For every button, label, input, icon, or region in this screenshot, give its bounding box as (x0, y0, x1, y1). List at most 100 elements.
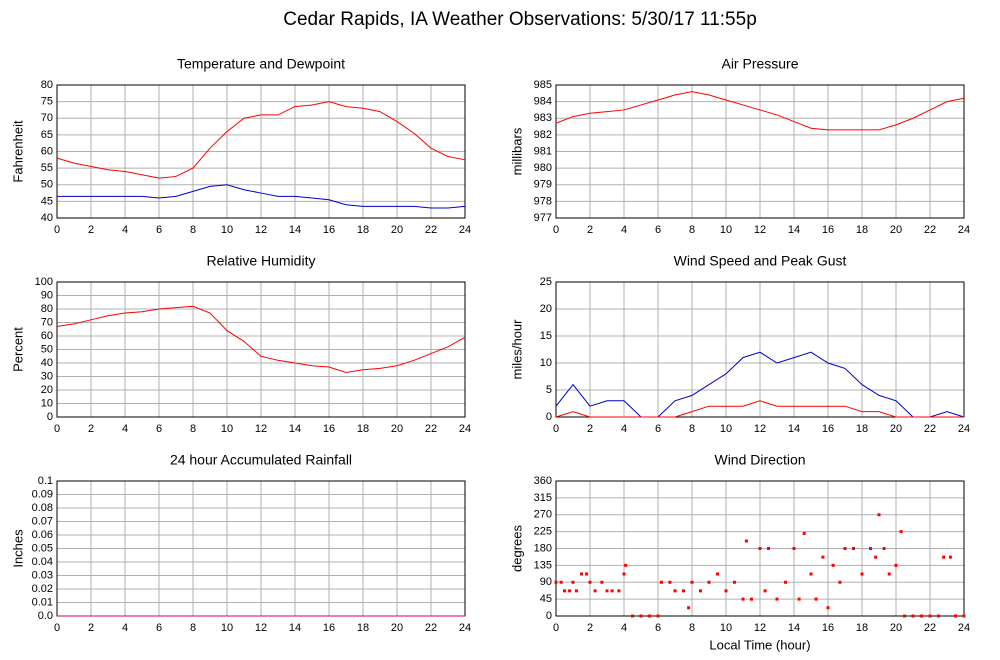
x-tick-label: 8 (190, 423, 196, 435)
y-tick-label: 0.03 (32, 569, 53, 581)
y-axis-label: millibars (509, 127, 524, 175)
data-point (797, 597, 801, 601)
x-tick-label: 24 (459, 423, 471, 435)
y-tick-label: 360 (534, 475, 552, 487)
x-tick-label: 0 (54, 224, 60, 236)
data-point (668, 580, 672, 584)
x-tick-label: 12 (754, 622, 766, 634)
panel-title: Air Pressure (721, 56, 798, 72)
y-tick-label: 0.02 (32, 583, 53, 595)
x-tick-label: 4 (122, 622, 128, 634)
data-point (571, 580, 575, 584)
data-point (580, 572, 583, 576)
x-tick-label: 18 (357, 224, 369, 236)
x-tick-label: 4 (122, 423, 128, 435)
data-point (600, 580, 604, 584)
x-tick-label: 14 (289, 423, 301, 435)
x-tick-label: 8 (689, 423, 695, 435)
x-tick-label: 2 (587, 423, 593, 435)
x-tick-label: 0 (553, 622, 559, 634)
plot-frame (56, 281, 466, 418)
y-tick-label: 70 (41, 112, 53, 124)
x-tick-label: 20 (391, 423, 403, 435)
data-point (874, 555, 878, 559)
x-tick-label: 10 (221, 622, 233, 634)
y-axis-label: Percent (10, 327, 25, 372)
data-point (882, 547, 886, 550)
y-tick-label: 225 (534, 526, 552, 538)
x-tick-label: 22 (425, 622, 437, 634)
y-tick-label: 0.01 (32, 596, 53, 608)
data-point (838, 580, 842, 584)
x-tick-label: 0 (54, 622, 60, 634)
data-point (758, 547, 762, 550)
x-tick-label: 22 (425, 224, 437, 236)
x-tick-label: 20 (391, 224, 403, 236)
data-point (954, 614, 957, 618)
y-tick-label: 982 (534, 129, 552, 141)
x-tick-label: 24 (958, 423, 970, 435)
x-tick-label: 16 (822, 622, 834, 634)
x-tick-label: 18 (856, 622, 868, 634)
data-point (617, 589, 621, 593)
y-tick-label: 5 (546, 384, 552, 396)
x-tick-label: 4 (122, 224, 128, 236)
data-point (792, 547, 796, 550)
y-tick-label: 983 (534, 112, 552, 124)
data-point (585, 572, 589, 576)
x-tick-label: 2 (587, 224, 593, 236)
plot-frame (555, 480, 965, 617)
y-tick-label: 978 (534, 195, 552, 207)
x-tick-label: 6 (156, 224, 162, 236)
data-point (928, 614, 932, 618)
data-point (568, 589, 572, 593)
y-tick-label: 0.0 (38, 610, 53, 622)
x-tick-label: 2 (88, 622, 94, 634)
data-point (574, 589, 578, 593)
data-point (741, 597, 745, 601)
x-tick-label: 18 (357, 423, 369, 435)
data-point (809, 572, 813, 576)
data-point (699, 589, 702, 593)
panel-title: Relative Humidity (207, 253, 316, 269)
y-tick-label: 0.07 (32, 515, 53, 527)
x-tick-label: 20 (890, 423, 902, 435)
data-point (733, 580, 736, 584)
y-tick-label: 20 (41, 384, 53, 396)
x-tick-label: 20 (890, 224, 902, 236)
data-point (962, 614, 966, 618)
y-tick-label: 0.05 (32, 542, 53, 554)
x-tick-label: 10 (221, 423, 233, 435)
x-tick-label: 24 (958, 622, 970, 634)
data-point (784, 580, 787, 584)
data-point (610, 589, 614, 593)
x-tick-label: 24 (459, 224, 471, 236)
x-tick-label: 12 (754, 423, 766, 435)
y-tick-label: 979 (534, 179, 552, 191)
y-tick-label: 50 (41, 179, 53, 191)
y-tick-label: 60 (41, 330, 53, 342)
x-tick-label: 22 (924, 224, 936, 236)
y-tick-label: 0 (47, 411, 53, 423)
y-tick-label: 985 (534, 79, 552, 91)
y-tick-label: 90 (540, 576, 552, 588)
main-title: Cedar Rapids, IA Weather Observations: 5… (283, 9, 757, 30)
y-tick-label: 0 (546, 411, 552, 423)
x-tick-label: 0 (54, 423, 60, 435)
y-tick-label: 80 (41, 79, 53, 91)
x-tick-label: 12 (255, 423, 267, 435)
data-line (56, 305, 466, 373)
x-tick-label: 8 (190, 224, 196, 236)
x-tick-label: 6 (156, 622, 162, 634)
x-tick-label: 10 (720, 622, 732, 634)
plot-frame (56, 84, 466, 219)
data-point (852, 547, 855, 550)
data-point (887, 572, 891, 576)
y-tick-label: 10 (41, 397, 53, 409)
x-tick-label: 16 (822, 224, 834, 236)
data-point (814, 597, 818, 601)
data-point (899, 530, 903, 534)
data-line (56, 101, 466, 179)
x-tick-label: 8 (689, 622, 695, 634)
data-point (948, 555, 952, 559)
